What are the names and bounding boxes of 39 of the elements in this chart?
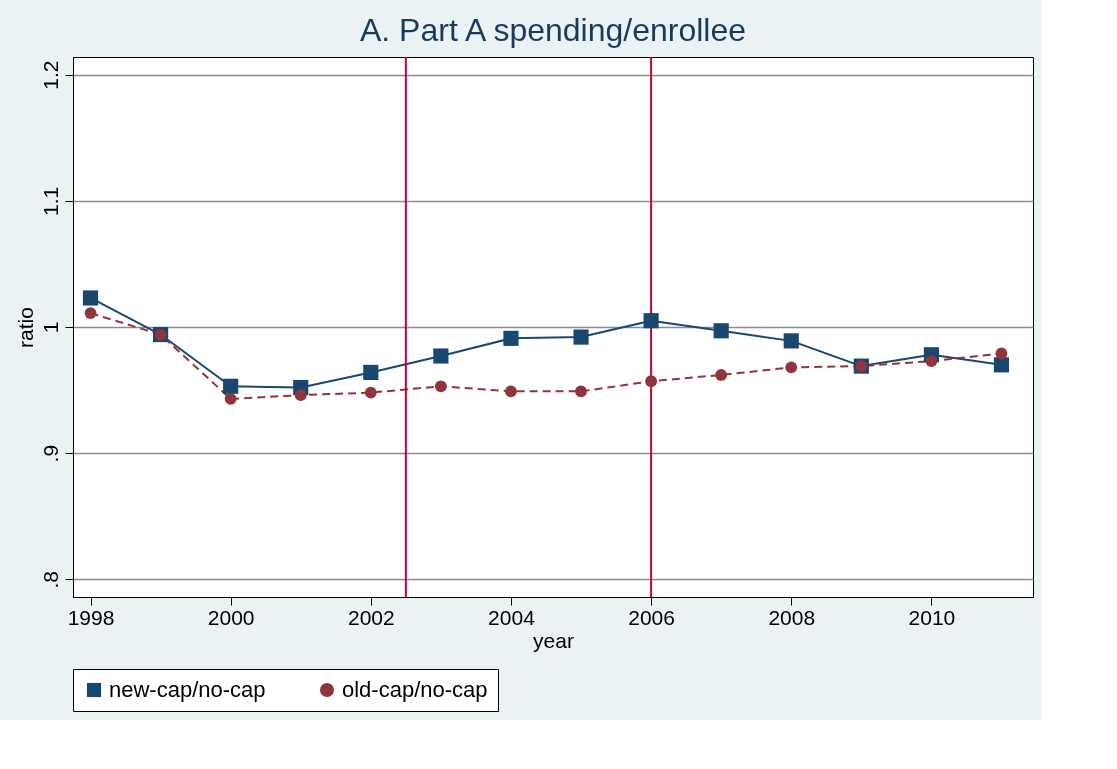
point: [503, 330, 519, 346]
point: [925, 355, 938, 367]
point: [505, 385, 517, 398]
point: [645, 375, 658, 388]
y-tick-label: 1.2: [38, 60, 62, 90]
x-tick-label: 2000: [207, 605, 255, 629]
y-tick-label: 1: [38, 321, 62, 334]
x-tick-label: 2006: [628, 605, 675, 629]
point: [434, 380, 447, 393]
point: [433, 348, 449, 364]
point: [223, 378, 239, 394]
point: [993, 357, 1010, 373]
point: [294, 389, 307, 402]
x-tick-label: 2004: [488, 605, 536, 629]
x-tick-label: 1998: [67, 605, 115, 629]
point: [364, 386, 377, 399]
x-tick-label: 2002: [347, 605, 395, 629]
point: [785, 361, 798, 374]
point: [995, 347, 1008, 360]
x-axis-title: year: [533, 628, 574, 652]
point: [224, 393, 237, 405]
point: [84, 307, 97, 320]
point: [643, 313, 659, 329]
y-tick-label: .9: [38, 444, 62, 463]
point: [82, 290, 99, 306]
point: [363, 364, 379, 380]
y-tick-label: 1.1: [38, 186, 62, 216]
x-tick-label: 2010: [908, 605, 956, 629]
point: [575, 385, 587, 398]
legend-label: old-cap/no-cap: [342, 677, 488, 702]
chart-title: A. Part A spending/enrollee: [359, 12, 747, 48]
point: [783, 333, 799, 349]
legend-label: new-cap/no-cap: [109, 677, 266, 702]
point: [715, 369, 728, 381]
x-tick-label: 2008: [768, 605, 816, 629]
y-axis-title: ratio: [13, 307, 37, 348]
y-tick-label: .8: [38, 571, 62, 589]
point: [573, 329, 589, 345]
point: [713, 323, 729, 339]
